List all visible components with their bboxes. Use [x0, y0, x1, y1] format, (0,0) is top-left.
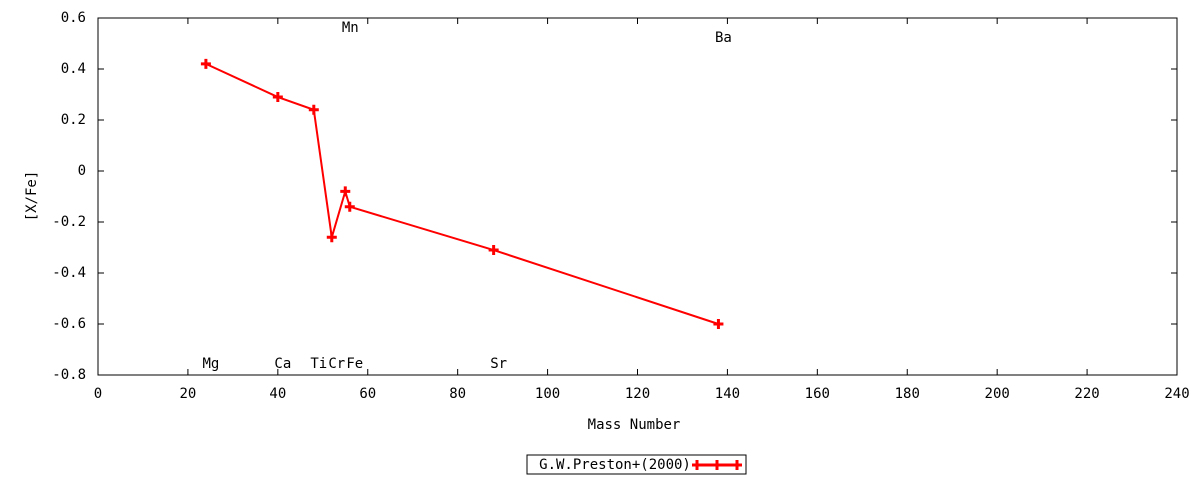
y-tick-label: 0.6 [61, 10, 86, 26]
point-label: Sr [490, 356, 507, 372]
point [488, 245, 499, 256]
point [326, 232, 337, 243]
point [308, 104, 319, 115]
legend-label: G.W.Preston+(2000) [539, 457, 691, 473]
point-label: Ti [310, 356, 327, 372]
y-tick-label: -0.6 [52, 316, 86, 332]
point [340, 186, 351, 197]
point-label: Ba [715, 30, 732, 46]
y-tick-label: -0.8 [52, 367, 86, 383]
series-line [205, 62, 719, 325]
x-tick-label: 20 [179, 386, 196, 402]
x-tick-label: 100 [535, 386, 560, 402]
point [272, 92, 283, 103]
point-label: Fe [346, 356, 363, 372]
point-label: Mn [342, 20, 359, 36]
y-tick-label: 0 [78, 163, 86, 179]
point-label: Cr [328, 356, 345, 372]
point-label: Mg [202, 356, 219, 372]
x-tick-label: 220 [1074, 386, 1099, 402]
legend-box [526, 454, 747, 475]
point [344, 201, 355, 212]
y-tick-label: 0.4 [61, 61, 86, 77]
y-axis-label: [X/Fe] [24, 171, 40, 222]
x-tick-label: 140 [715, 386, 740, 402]
x-tick-label: 60 [359, 386, 376, 402]
point-label: Ca [274, 356, 291, 372]
legend-swatch [692, 460, 742, 470]
plot-frame [97, 17, 1178, 376]
x-tick-label: 0 [94, 386, 102, 402]
x-tick-label: 240 [1164, 386, 1189, 402]
x-tick-label: 120 [625, 386, 650, 402]
x-tick-label: 160 [805, 386, 830, 402]
x-tick-label: 40 [269, 386, 286, 402]
point [200, 58, 211, 69]
x-axis-label: Mass Number [588, 417, 681, 433]
point [713, 319, 724, 329]
x-tick-label: 80 [449, 386, 466, 402]
y-tick-label: 0.2 [61, 112, 86, 128]
y-tick-label: -0.2 [52, 214, 86, 230]
x-tick-label: 200 [985, 386, 1010, 402]
y-tick-label: -0.4 [52, 265, 86, 281]
x-tick-label: 180 [895, 386, 920, 402]
